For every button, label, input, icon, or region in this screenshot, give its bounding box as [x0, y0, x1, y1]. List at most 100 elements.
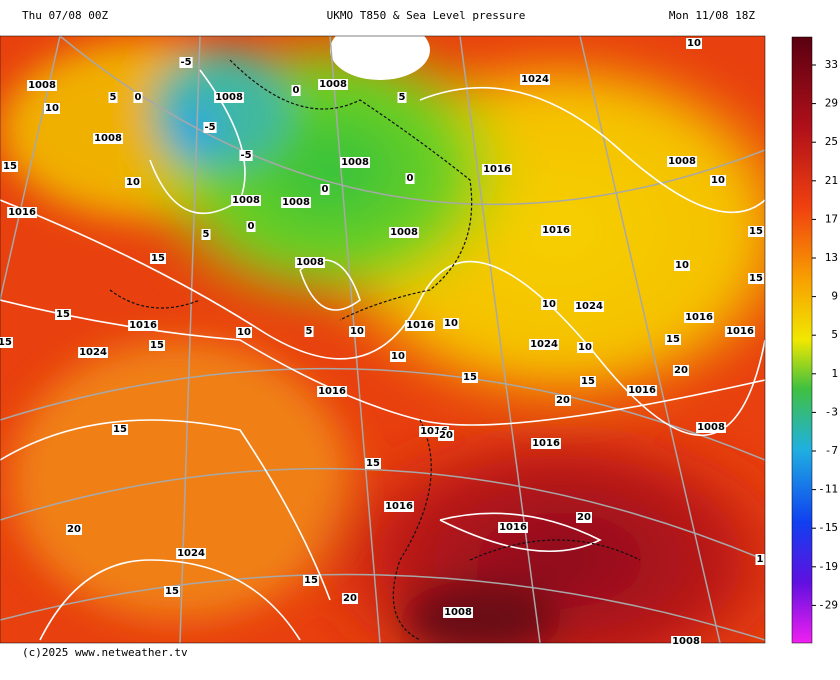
label-box: [627, 385, 657, 396]
isobar-label: 1: [757, 554, 764, 565]
label-box: [317, 386, 347, 397]
isobar-label: 10: [444, 318, 458, 329]
isobar-label: 10: [45, 103, 59, 114]
isobar-label: 20: [674, 365, 688, 376]
label-box: [0, 337, 13, 348]
isobar-label: 15: [150, 340, 164, 351]
isobar-label: 1016: [385, 501, 413, 512]
colorbar-label: 1: [831, 367, 838, 380]
label-box: [2, 161, 18, 172]
label-box: [239, 150, 253, 161]
label-box: [176, 548, 206, 559]
isobar-label: 15: [366, 458, 380, 469]
label-box: [390, 351, 406, 362]
label-box: [462, 372, 478, 383]
label-box: [482, 164, 512, 175]
colorbar-label: 25: [825, 135, 838, 148]
colorbar-label: 33: [825, 58, 838, 71]
isobar-label: 1016: [420, 426, 448, 437]
label-box: [665, 334, 681, 345]
isobar-label: 15: [749, 273, 763, 284]
isobar-label: 5: [110, 92, 117, 103]
label-box: [203, 122, 217, 133]
isobar-label: 15: [749, 226, 763, 237]
isobar-label: 5: [306, 326, 313, 337]
isobar-label: 1008: [319, 79, 347, 90]
label-box: [577, 342, 593, 353]
isobar-label: 10: [237, 327, 251, 338]
label-box: [405, 173, 415, 184]
label-box: [755, 554, 765, 565]
isobar-label: -5: [180, 57, 191, 68]
label-box: [295, 257, 325, 268]
label-box: [27, 80, 57, 91]
isobar-label: 1008: [444, 607, 472, 618]
isobar-label: 10: [542, 299, 556, 310]
label-box: [318, 79, 348, 90]
label-box: [443, 607, 473, 618]
isobar-label: 15: [151, 253, 165, 264]
label-box: [696, 422, 726, 433]
label-box: [78, 347, 108, 358]
label-box: [303, 575, 319, 586]
isobar-label: 1008: [390, 227, 418, 238]
isobar-label: 15: [56, 309, 70, 320]
isobar-label: 1008: [282, 197, 310, 208]
isobar-label: 1008: [296, 257, 324, 268]
isobar-label: 10: [687, 38, 701, 49]
label-box: [7, 207, 37, 218]
label-box: [246, 221, 256, 232]
label-box: [443, 318, 459, 329]
isobar-label: 10: [675, 260, 689, 271]
colorbar-label: -3: [825, 405, 838, 418]
isobar-label: 1024: [79, 347, 107, 358]
label-box: [112, 424, 128, 435]
label-box: [342, 593, 358, 604]
isobar-label: 1008: [232, 195, 260, 206]
label-box: [365, 458, 381, 469]
label-box: [164, 586, 180, 597]
label-box: [419, 426, 449, 437]
label-box: [125, 177, 141, 188]
isobar-label: 15: [165, 586, 179, 597]
isobar-label: 0: [135, 92, 142, 103]
label-box: [684, 312, 714, 323]
colorbar-label: 9: [831, 290, 838, 303]
label-box: [686, 38, 702, 49]
label-box: [580, 376, 596, 387]
label-box: [555, 395, 571, 406]
label-box: [384, 501, 414, 512]
valid-start: Thu 07/08 00Z: [22, 9, 108, 22]
label-box: [541, 299, 557, 310]
label-box: [673, 365, 689, 376]
colorbar-label: -7: [825, 444, 838, 457]
label-box: [710, 175, 726, 186]
isobar-label: 20: [556, 395, 570, 406]
isobar-label: 1016: [542, 225, 570, 236]
colorbar-label: -11: [818, 483, 838, 496]
label-box: [671, 636, 701, 647]
isobar-label: 1024: [177, 548, 205, 559]
isobar-label: 5: [203, 229, 210, 240]
label-box: [340, 157, 370, 168]
label-box: [748, 273, 764, 284]
label-box: [576, 512, 592, 523]
isobar-label: 1008: [94, 133, 122, 144]
label-box: [281, 197, 311, 208]
colorbar-label: 13: [825, 251, 838, 264]
label-box: [349, 326, 365, 337]
isobar-label: -5: [240, 150, 251, 161]
isobar-label: 1016: [8, 207, 36, 218]
label-box: [150, 253, 166, 264]
isobar-label: 1016: [628, 385, 656, 396]
isobar-label: 1008: [672, 636, 700, 647]
title: UKMO T850 & Sea Level pressure: [327, 9, 526, 22]
isobar-label: 10: [350, 326, 364, 337]
label-box: [320, 184, 330, 195]
isobar-label: 15: [666, 334, 680, 345]
isobar-label: 15: [113, 424, 127, 435]
isobar-label: 1016: [406, 320, 434, 331]
isobar-label: 1016: [532, 438, 560, 449]
isobar-label: 1016: [129, 320, 157, 331]
label-box: [405, 320, 435, 331]
